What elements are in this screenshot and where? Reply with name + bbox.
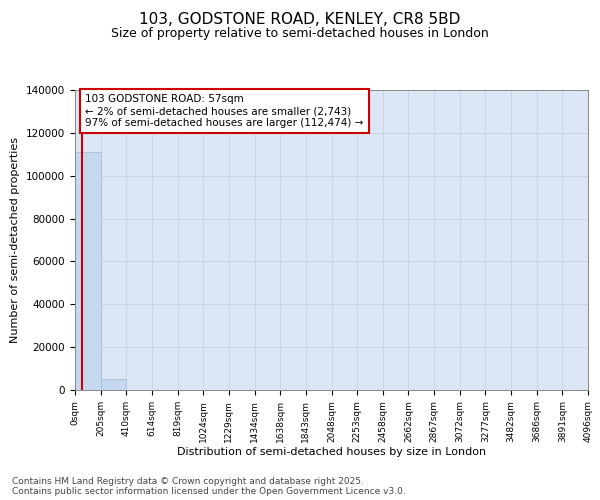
Text: 103, GODSTONE ROAD, KENLEY, CR8 5BD: 103, GODSTONE ROAD, KENLEY, CR8 5BD [139, 12, 461, 28]
Y-axis label: Number of semi-detached properties: Number of semi-detached properties [10, 137, 20, 343]
Text: Size of property relative to semi-detached houses in London: Size of property relative to semi-detach… [111, 28, 489, 40]
Text: Contains HM Land Registry data © Crown copyright and database right 2025.: Contains HM Land Registry data © Crown c… [12, 477, 364, 486]
Bar [101, 379, 127, 390]
X-axis label: Distribution of semi-detached houses by size in London: Distribution of semi-detached houses by … [177, 448, 486, 458]
Text: Contains public sector information licensed under the Open Government Licence v3: Contains public sector information licen… [12, 487, 406, 496]
Bar [75, 152, 101, 390]
Text: 103 GODSTONE ROAD: 57sqm
← 2% of semi-detached houses are smaller (2,743)
97% of: 103 GODSTONE ROAD: 57sqm ← 2% of semi-de… [85, 94, 364, 128]
